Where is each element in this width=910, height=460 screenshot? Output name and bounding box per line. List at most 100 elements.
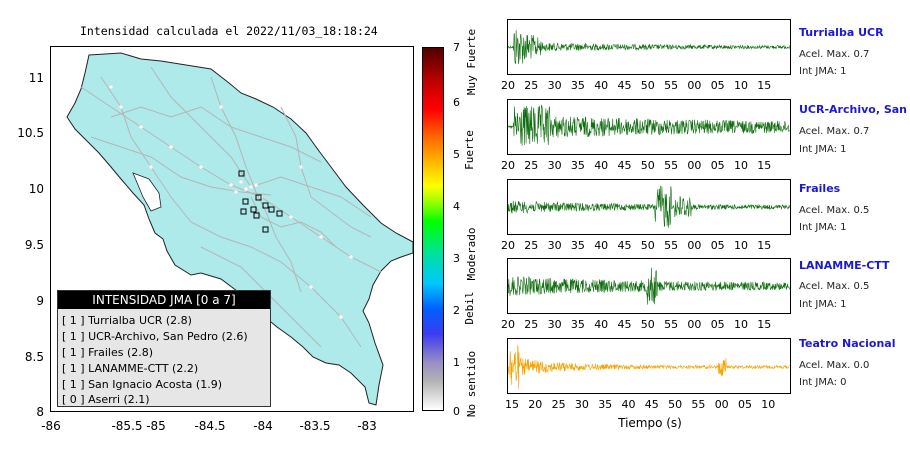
waveform-tick-label: 40 <box>594 318 609 331</box>
waveform-tick-label: 15 <box>757 79 772 92</box>
station-name[interactable]: Teatro Nacional <box>799 337 896 350</box>
waveform-tick-label: 25 <box>524 239 539 252</box>
waveform-tick-label: 45 <box>617 239 632 252</box>
costa-rica-map-svg <box>66 52 413 406</box>
waveform-tick-label: 05 <box>710 239 725 252</box>
waveform-tick-label: 00 <box>687 239 702 252</box>
waveform-tick-label: 20 <box>501 79 515 92</box>
waveform-trace <box>507 185 790 228</box>
waveform-path <box>507 29 790 64</box>
legend-heading: INTENSIDAD JMA [0 a 7] <box>58 291 270 309</box>
map-xtick-83-5: -83.5 <box>299 419 331 433</box>
waveform-panel-turrialba[interactable] <box>507 19 791 75</box>
waveform-tick-label: 20 <box>528 398 543 411</box>
legend-row: [ 1 ] San Ignacio Acosta (1.9) <box>62 378 222 391</box>
waveform-tick-label: 55 <box>664 318 679 331</box>
station-acel: Acel. Max. 0.5 <box>799 281 870 292</box>
waveform-tick-label: 50 <box>668 398 683 411</box>
waveform-tick-label: 30 <box>547 79 562 92</box>
map-title: Intensidad calculada el 2022/11/03_18:18… <box>80 24 378 38</box>
waveform-panel-frailes[interactable] <box>507 179 791 235</box>
waveform-tick-label: 40 <box>594 79 609 92</box>
waveform-tick-label: 00 <box>714 398 729 411</box>
waveform-tick-label: 35 <box>570 239 585 252</box>
map-xtick-84-5: -84.5 <box>194 419 226 433</box>
colorbar-label-moderado: Moderado <box>465 227 478 281</box>
waveform-tick-label: 55 <box>664 79 679 92</box>
waveform-tick-label: 20 <box>501 239 515 252</box>
waveform-tick-label: 20 <box>501 318 515 331</box>
waveform-tick-label: 45 <box>644 398 659 411</box>
waveform-trace <box>507 267 790 305</box>
waveform-tick-label: 05 <box>738 398 752 411</box>
colorbar-label-no-sentido: No sentido <box>465 350 478 418</box>
station-markers <box>238 170 283 233</box>
waveform-tick-label: 45 <box>617 79 632 92</box>
station-name[interactable]: LANAMME-CTT <box>799 259 890 272</box>
colorbar-label-debil: Debil <box>463 291 476 325</box>
waveform-tick-label: 40 <box>594 159 609 172</box>
waveform-tick-label: 35 <box>570 318 585 331</box>
map-ytick-8-5: 8.5 <box>24 350 44 364</box>
map-ytick-9: 9 <box>36 294 44 308</box>
map-ytick-11: 11 <box>28 71 44 85</box>
colorbar-label-muy-fuerte: Muy Fuerte <box>465 28 478 96</box>
waveform-tick-label: 15 <box>505 398 519 411</box>
time-axis-label: Tiempo (s) <box>618 416 682 430</box>
waveform-tick-label: 00 <box>687 318 702 331</box>
waveform-tick-label: 05 <box>710 318 725 331</box>
waveform-tick-label: 40 <box>594 239 609 252</box>
map-ytick-8: 8 <box>36 405 44 419</box>
waveform-tick-label: 55 <box>691 398 706 411</box>
station-name[interactable]: UCR-Archivo, San Pedro <box>799 103 910 116</box>
colorbar-tick: 6 <box>453 96 460 109</box>
waveform-tick-label: 25 <box>524 79 539 92</box>
map-xtick-83: -83 <box>357 419 377 433</box>
station-jma: Int JMA: 1 <box>799 299 847 310</box>
waveform-tick-label: 50 <box>640 79 655 92</box>
legend-row: [ 0 ] Aserri (2.1) <box>62 393 150 406</box>
waveform-panel-lanamme[interactable] <box>507 258 791 314</box>
waveform-tick-label: 10 <box>734 159 748 172</box>
colorbar-tick: 5 <box>453 148 460 161</box>
legend-row: [ 1 ] Turrialba UCR (2.8) <box>62 314 192 327</box>
costa-rica-land <box>66 52 413 406</box>
waveform-tick-label: 10 <box>761 398 776 411</box>
station-jma: Int JMA: 1 <box>799 222 847 233</box>
legend-row: [ 1 ] UCR-Archivo, San Pedro (2.6) <box>62 330 248 343</box>
station-name[interactable]: Turrialba UCR <box>799 26 884 39</box>
colorbar-tick: 3 <box>453 252 460 265</box>
waveform-tick-label: 50 <box>640 239 655 252</box>
waveform-tick-label: 20 <box>501 159 515 172</box>
waveform-path <box>507 185 790 228</box>
map-ytick-10-5: 10.5 <box>17 126 44 140</box>
waveform-tick-label: 30 <box>547 159 562 172</box>
station-dots <box>108 84 354 320</box>
station-acel: Acel. Max. 0.7 <box>799 126 870 137</box>
waveform-tick-label: 45 <box>617 159 632 172</box>
waveform-tick-label: 25 <box>524 318 539 331</box>
colorbar-label-fuerte: Fuerte <box>463 130 476 170</box>
waveform-tick-label: 30 <box>547 318 562 331</box>
intensity-colorbar <box>422 47 444 411</box>
waveform-tick-label: 35 <box>570 79 585 92</box>
waveform-trace <box>507 29 790 64</box>
waveform-tick-label: 45 <box>617 318 632 331</box>
waveform-trace <box>507 104 790 146</box>
intensity-legend: INTENSIDAD JMA [0 a 7] [ 1 ] Turrialba U… <box>57 290 271 407</box>
waveform-trace <box>507 345 790 389</box>
waveform-path <box>507 345 790 389</box>
waveform-path <box>507 267 790 305</box>
waveform-tick-label: 30 <box>574 398 589 411</box>
waveform-tick-label: 30 <box>547 239 562 252</box>
legend-row: [ 1 ] LANAMME-CTT (2.2) <box>62 362 199 375</box>
waveform-tick-label: 55 <box>664 239 679 252</box>
map-xtick-84: -84 <box>253 419 273 433</box>
waveform-panel-teatro[interactable] <box>507 338 791 394</box>
waveform-tick-label: 15 <box>757 159 772 172</box>
waveform-panel-ucr-archivo[interactable] <box>507 99 791 155</box>
waveform-path <box>507 104 790 146</box>
station-name[interactable]: Frailes <box>799 182 841 195</box>
waveform-tick-label: 00 <box>687 159 702 172</box>
station-jma: Int JMA: 1 <box>799 144 847 155</box>
